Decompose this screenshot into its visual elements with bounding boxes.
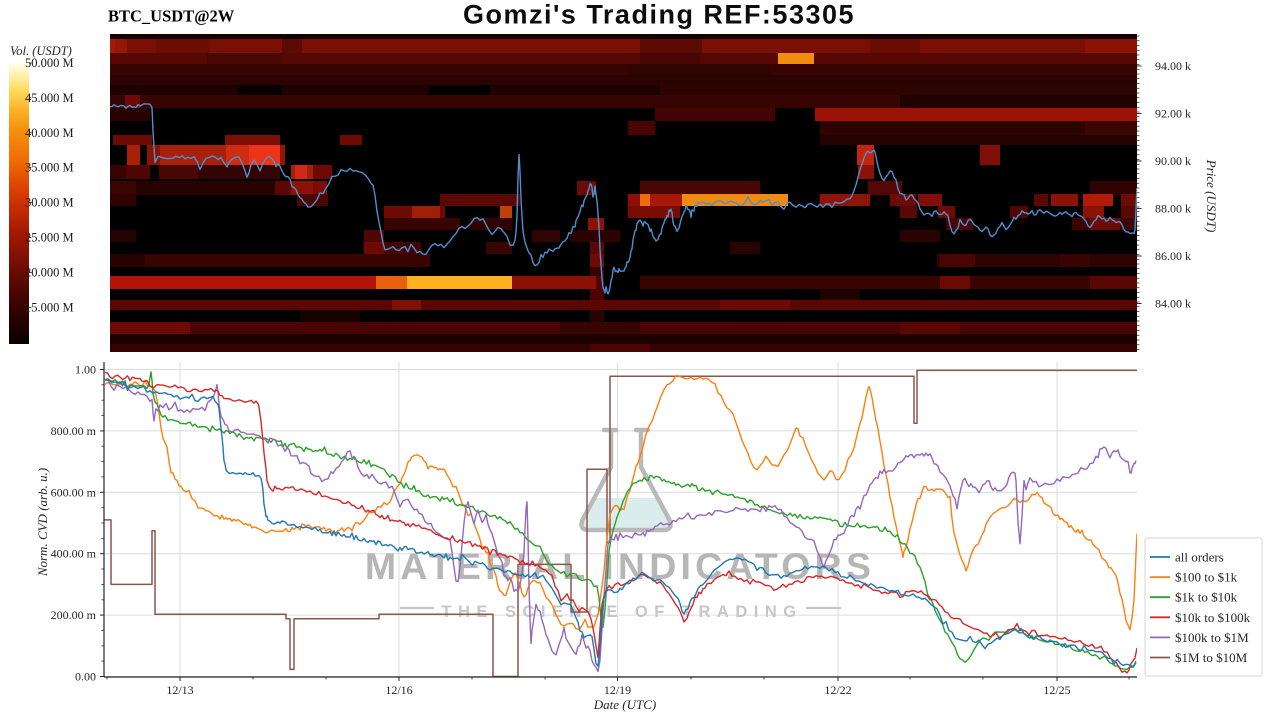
svg-text:0.00: 0.00 bbox=[75, 670, 96, 684]
svg-text:12/19: 12/19 bbox=[604, 683, 631, 697]
svg-text:Vol. (USDT): Vol. (USDT) bbox=[10, 44, 72, 58]
svg-text:all orders: all orders bbox=[1175, 550, 1224, 565]
svg-text:Price (USDT): Price (USDT) bbox=[1204, 159, 1219, 233]
svg-text:88.00 k: 88.00 k bbox=[1155, 202, 1191, 216]
svg-text:92.00 k: 92.00 k bbox=[1155, 107, 1191, 121]
svg-text:94.00 k: 94.00 k bbox=[1155, 59, 1191, 73]
svg-text:12/25: 12/25 bbox=[1043, 683, 1070, 697]
svg-text:50.000 M: 50.000 M bbox=[25, 56, 74, 70]
svg-text:86.00 k: 86.00 k bbox=[1155, 249, 1191, 263]
svg-text:600.00 m: 600.00 m bbox=[51, 485, 97, 499]
svg-text:800.00 m: 800.00 m bbox=[51, 424, 97, 438]
svg-text:THE SCIENCE OF TRADING: THE SCIENCE OF TRADING bbox=[441, 603, 802, 621]
svg-text:BTC_USDT@2W: BTC_USDT@2W bbox=[108, 7, 235, 26]
svg-text:Gomzi's Trading REF:53305: Gomzi's Trading REF:53305 bbox=[463, 0, 855, 30]
svg-text:30.000 M: 30.000 M bbox=[25, 196, 74, 210]
svg-text:$1M to $10M: $1M to $10M bbox=[1175, 650, 1248, 665]
svg-text:40.000 M: 40.000 M bbox=[25, 126, 74, 140]
svg-text:MATERIAL INDICATORS: MATERIAL INDICATORS bbox=[365, 545, 875, 587]
svg-text:25.000 M: 25.000 M bbox=[25, 231, 74, 245]
svg-text:200.00 m: 200.00 m bbox=[51, 608, 97, 622]
svg-text:84.00 k: 84.00 k bbox=[1155, 297, 1191, 311]
svg-text:12/13: 12/13 bbox=[166, 683, 193, 697]
svg-text:Norm. CVD (arb. u.): Norm. CVD (arb. u.) bbox=[35, 468, 50, 577]
svg-text:20.000 M: 20.000 M bbox=[25, 265, 74, 279]
svg-text:45.000 M: 45.000 M bbox=[25, 91, 74, 105]
svg-text:$100k to $1M: $100k to $1M bbox=[1175, 630, 1249, 645]
svg-text:$10k to $100k: $10k to $100k bbox=[1175, 610, 1251, 625]
svg-text:1.00: 1.00 bbox=[75, 363, 96, 377]
svg-text:$100 to $1k: $100 to $1k bbox=[1175, 570, 1238, 585]
svg-text:400.00 m: 400.00 m bbox=[51, 547, 97, 561]
svg-text:15.000 M: 15.000 M bbox=[25, 300, 74, 314]
svg-text:12/22: 12/22 bbox=[824, 683, 851, 697]
svg-text:90.00 k: 90.00 k bbox=[1155, 154, 1191, 168]
svg-text:$1k to $10k: $1k to $10k bbox=[1175, 590, 1238, 605]
svg-text:Date (UTC): Date (UTC) bbox=[593, 697, 656, 712]
svg-text:12/16: 12/16 bbox=[385, 683, 412, 697]
svg-text:35.000 M: 35.000 M bbox=[25, 161, 74, 175]
